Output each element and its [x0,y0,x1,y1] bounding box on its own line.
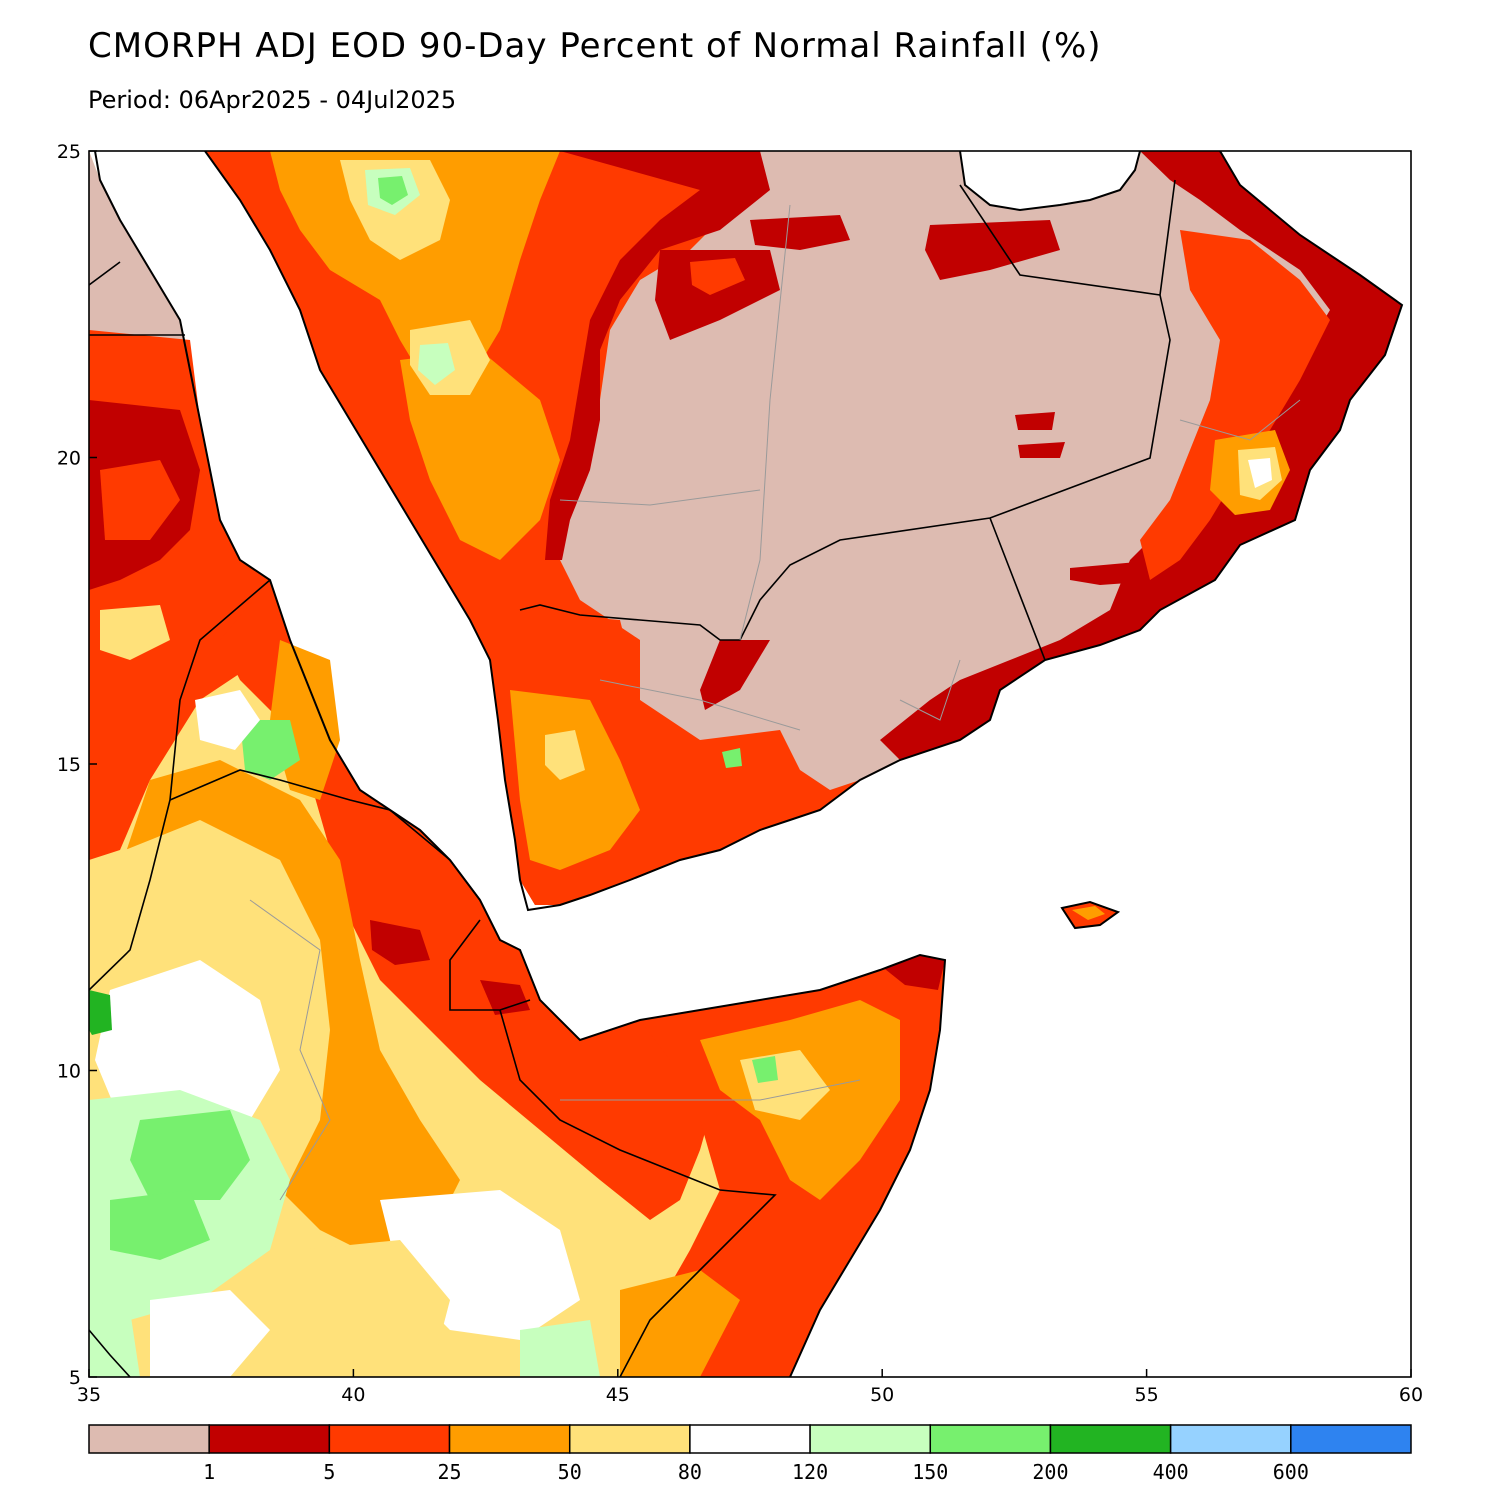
arabia-interior-red-6 [1018,442,1065,458]
yemen-green-spot [722,748,742,768]
somalia-green-spot [752,1056,778,1083]
x-tick-label: 50 [870,1384,894,1406]
arabia-green-spot-2 [378,176,408,205]
map-plot-area [89,151,1411,1377]
legend-swatch [88,1424,210,1454]
legend-swatch [689,1424,811,1454]
x-tick-label: 35 [77,1384,101,1406]
eritrea-afar-rain [220,580,720,1220]
legend-label: 5 [323,1460,335,1484]
arabia-interior-red-4 [700,640,770,710]
legend-label: 80 [678,1460,702,1484]
persian-gulf [960,151,1140,210]
sudan-red-blobs [100,460,180,540]
admin-lines [249,204,1301,1201]
sudan-yellow-spot [100,605,170,660]
y-tick-label: 25 [57,141,81,163]
ethiopia-east-lgreen [520,1320,600,1377]
legend-swatch [1290,1424,1412,1454]
legend-swatch [1169,1424,1292,1454]
oman-red-orange [1140,230,1330,580]
red-sea [95,151,528,940]
legend-colorbar: 1 5 25 50 80 120 150 200 400 600 [88,1424,1412,1484]
arabia-interior-red-2 [690,258,745,295]
legend-label: 200 [1032,1460,1068,1484]
y-tick-label: 15 [57,754,81,776]
legend-label: 1 [203,1460,215,1484]
yemen-highland-orange [510,690,640,870]
afar-deep-red [370,920,430,965]
arabia-interior-red-5 [1015,412,1055,430]
afar-deep-red-2 [480,980,530,1015]
oman-white-patch [1248,458,1272,488]
legend-swatch [809,1424,932,1454]
arabia-interior-red-3 [750,215,850,250]
map-subtitle: Period: 06Apr2025 - 04Jul2025 [88,86,457,114]
x-tick-label: 60 [1399,1384,1423,1406]
legend-swatch [1049,1424,1172,1454]
yemen-yellow-spots [545,730,585,780]
ethiopia-dark-green [89,990,112,1035]
legend-label: 25 [437,1460,461,1484]
ethiopia-north-green [240,720,300,780]
legend-label: 120 [792,1460,828,1484]
x-tick-label: 40 [341,1384,365,1406]
ethiopia-green-2 [110,1190,210,1260]
arabia-west-orange-belt [270,151,560,390]
map-title: CMORPH ADJ EOD 90-Day Percent of Normal … [88,26,1102,66]
x-axis: 35 40 45 50 55 60 [77,1369,1423,1406]
ethiopia-north-white [195,690,260,750]
arabia-asir-orange [400,350,560,560]
arabia-interior-red-1 [655,250,780,340]
ethiopia-south-white [150,1290,270,1377]
legend-swatch [568,1424,691,1454]
ethiopia-east-yellow [300,1240,450,1377]
legend-swatch [929,1424,1052,1454]
socotra-orange [1072,906,1105,920]
oman-rain-belt [880,151,1402,760]
y-tick-label: 10 [57,1061,81,1083]
arabia-interior-red-7 [925,220,1060,280]
x-tick-label: 45 [606,1384,630,1406]
y-axis: 5 10 15 20 25 [57,141,97,1389]
x-tick-label: 55 [1135,1384,1159,1406]
somalia-south-orange [620,1270,740,1377]
legend-label: 600 [1273,1460,1309,1484]
arabia-deep-red-rim [545,151,770,560]
ethiopia-south-lgreen [89,1300,140,1377]
legend-label: 400 [1153,1460,1189,1484]
legend-label: 150 [912,1460,948,1484]
arabia-green-spot-3 [418,343,455,385]
gulf-of-aden [520,400,1411,1377]
country-borders [89,179,1176,1377]
legend-swatch [328,1424,451,1454]
ethiopia-green [130,1110,250,1200]
y-tick-label: 20 [57,448,81,470]
legend-swatch [448,1424,571,1454]
legend-label: 50 [558,1460,582,1484]
legend-swatch [208,1424,331,1454]
y-tick-label: 5 [69,1367,81,1389]
